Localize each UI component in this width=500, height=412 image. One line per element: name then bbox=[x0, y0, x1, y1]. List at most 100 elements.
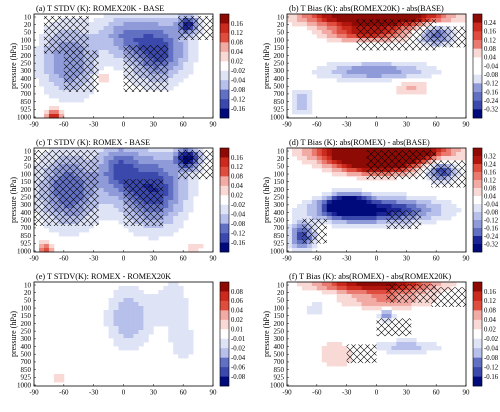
colorbar-label: 0.08 bbox=[484, 185, 496, 192]
field-cell bbox=[48, 228, 55, 233]
colorbar-label: -0.04 bbox=[484, 345, 499, 352]
field-cell bbox=[296, 18, 303, 23]
field-cell bbox=[108, 42, 114, 47]
field-cell bbox=[193, 248, 199, 253]
field-cell bbox=[34, 58, 40, 63]
field-cell bbox=[148, 14, 154, 19]
panel-e: (e) T STDV(K): ROMEX - ROMEX20K102050100… bbox=[9, 272, 246, 397]
field-cell bbox=[306, 244, 313, 249]
field-cell bbox=[168, 228, 174, 233]
field-cell bbox=[118, 30, 124, 35]
field-cell bbox=[133, 294, 139, 299]
colorbar-swatch bbox=[220, 319, 229, 330]
field-cell bbox=[123, 152, 129, 157]
field-cell bbox=[436, 148, 442, 153]
field-cell bbox=[351, 200, 358, 205]
y-tick-label: 1000 bbox=[17, 381, 32, 389]
field-cell bbox=[326, 70, 333, 75]
x-tick-label: -30 bbox=[89, 389, 99, 397]
field-cell bbox=[351, 282, 358, 287]
field-cell bbox=[168, 34, 174, 39]
field-cell bbox=[173, 298, 179, 303]
field-cell bbox=[341, 152, 348, 157]
panel-a: (a) T STDV (K): ROMEX20K - BASE102050100… bbox=[9, 4, 246, 129]
field-cell bbox=[346, 282, 353, 287]
field-cell bbox=[158, 228, 164, 233]
colorbar-swatch bbox=[220, 282, 229, 292]
colorbar-label: -0.16 bbox=[231, 106, 246, 113]
field-cell bbox=[133, 34, 139, 39]
field-cell bbox=[296, 204, 303, 209]
field-cell bbox=[113, 176, 119, 181]
field-cell bbox=[163, 314, 169, 319]
field-cell bbox=[153, 310, 159, 315]
x-tick-label: 0 bbox=[122, 255, 126, 263]
field-cell bbox=[128, 342, 134, 347]
field-cell bbox=[346, 18, 353, 23]
field-cell bbox=[163, 22, 169, 27]
field-cell bbox=[336, 152, 343, 157]
field-cell bbox=[128, 346, 134, 351]
field-cell bbox=[93, 26, 100, 31]
field-cell bbox=[178, 180, 184, 185]
colorbar-swatch bbox=[220, 32, 229, 43]
field-cell bbox=[128, 322, 134, 327]
field-cell bbox=[148, 236, 154, 241]
field-cell bbox=[396, 90, 402, 95]
field-cell bbox=[291, 98, 298, 103]
field-cell bbox=[376, 208, 382, 213]
field-cell bbox=[128, 294, 134, 299]
field-cell bbox=[108, 314, 114, 319]
field-cell bbox=[356, 200, 362, 205]
field-cell bbox=[38, 46, 45, 51]
field-cell bbox=[163, 18, 169, 23]
field-cell bbox=[316, 148, 323, 153]
field-cell bbox=[113, 216, 119, 221]
field-cell bbox=[326, 66, 333, 71]
field-cell bbox=[178, 66, 184, 71]
field-cell bbox=[361, 220, 367, 225]
significance-hatch bbox=[178, 150, 213, 180]
field-cell bbox=[173, 172, 179, 177]
field-cell bbox=[451, 148, 457, 153]
field-cell bbox=[321, 66, 328, 71]
field-cell bbox=[316, 160, 323, 165]
field-cell bbox=[173, 188, 179, 193]
field-cell bbox=[446, 200, 452, 205]
field-cell bbox=[346, 208, 353, 213]
field-cell bbox=[118, 212, 124, 217]
field-cell bbox=[108, 18, 114, 23]
field-cell bbox=[113, 310, 119, 315]
field-cell bbox=[143, 30, 149, 35]
y-tick-label: 500 bbox=[274, 83, 285, 91]
field-cell bbox=[411, 14, 417, 19]
field-cell bbox=[143, 334, 149, 339]
field-cell bbox=[103, 164, 109, 169]
field-cell bbox=[128, 172, 134, 177]
colorbar-swatch bbox=[473, 22, 482, 32]
field-cell bbox=[108, 208, 114, 213]
field-cell bbox=[153, 228, 159, 233]
field-cell bbox=[326, 22, 333, 27]
field-cell bbox=[321, 358, 328, 363]
y-tick-label: 20 bbox=[24, 289, 32, 297]
field-cell bbox=[78, 224, 85, 229]
field-cell bbox=[331, 14, 338, 19]
field-cell bbox=[291, 224, 298, 229]
field-cell bbox=[346, 298, 353, 303]
field-cell bbox=[426, 208, 432, 213]
field-cell bbox=[183, 54, 189, 59]
field-cell bbox=[391, 208, 397, 213]
field-cell bbox=[336, 358, 343, 363]
field-cell bbox=[178, 184, 184, 189]
field-cell bbox=[43, 54, 50, 59]
field-cell bbox=[113, 302, 119, 307]
x-tick-label: -90 bbox=[282, 389, 292, 397]
field-cell bbox=[153, 38, 159, 43]
field-cell bbox=[366, 216, 372, 221]
field-cell bbox=[371, 294, 377, 299]
field-cell bbox=[188, 248, 194, 253]
field-cell bbox=[391, 196, 397, 201]
field-cell bbox=[178, 342, 184, 347]
colorbar-swatch bbox=[473, 172, 482, 181]
